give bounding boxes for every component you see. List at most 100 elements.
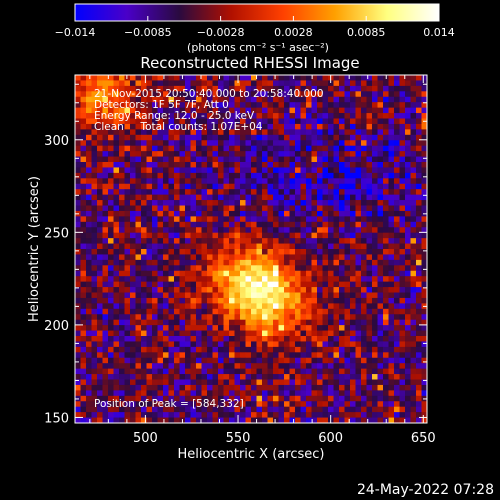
heatmap-cell (75, 259, 81, 266)
heatmap-cell (372, 118, 378, 125)
heatmap-cell (350, 341, 356, 348)
heatmap-cell (361, 118, 367, 125)
heatmap-cell (141, 254, 147, 261)
heatmap-cell (317, 281, 323, 288)
heatmap-cell (361, 401, 367, 408)
heatmap-cell (300, 395, 307, 402)
heatmap-cell (240, 123, 246, 130)
heatmap-cell (179, 336, 186, 342)
heatmap-cell (245, 325, 252, 331)
heatmap-cell (361, 123, 367, 130)
colorbar-tick-label: −0.0028 (197, 26, 245, 39)
heatmap-cell (201, 297, 208, 304)
heatmap-cell (388, 118, 395, 125)
heatmap-cell (201, 113, 208, 119)
x-tick-label: 600 (318, 431, 343, 446)
heatmap-cell (333, 281, 340, 288)
heatmap-cell (141, 357, 147, 364)
heatmap-cell (152, 238, 158, 244)
heatmap-cell (284, 183, 290, 190)
heatmap-cell (394, 341, 400, 348)
heatmap-cell (229, 145, 235, 152)
heatmap-cell (317, 292, 323, 299)
heatmap-cell (399, 379, 406, 386)
heatmap-cell (163, 341, 169, 348)
heatmap-cell (108, 379, 114, 386)
heatmap-cell (97, 417, 103, 423)
heatmap-cell (240, 107, 246, 114)
heatmap-cell (201, 107, 208, 114)
heatmap-cell (416, 390, 422, 397)
heatmap-cell (251, 363, 257, 369)
heatmap-cell (350, 390, 356, 397)
heatmap-cell (108, 85, 114, 92)
heatmap-cell (251, 341, 257, 348)
heatmap-cell (383, 352, 389, 359)
heatmap-cell (196, 232, 202, 239)
heatmap-cell (218, 363, 224, 369)
heatmap-cell (405, 379, 411, 386)
heatmap-cell (251, 406, 257, 413)
heatmap-cell (383, 113, 389, 119)
heatmap-cell (339, 156, 345, 163)
heatmap-cell (251, 172, 257, 179)
heatmap-cell (405, 368, 411, 375)
heatmap-cell (245, 210, 252, 217)
heatmap-cell (350, 194, 356, 201)
heatmap-cell (256, 200, 263, 206)
heatmap-cell (344, 319, 351, 326)
heatmap-cell (97, 172, 103, 179)
heatmap-cell (251, 292, 257, 299)
heatmap-cell (185, 374, 191, 380)
heatmap-cell (179, 346, 186, 353)
heatmap-cell (245, 123, 252, 130)
heatmap-cell (119, 297, 125, 304)
heatmap-cell (163, 412, 169, 418)
heatmap-cell (119, 412, 125, 418)
heatmap-cell (322, 384, 329, 391)
heatmap-cell (256, 319, 263, 326)
heatmap-cell (416, 276, 422, 282)
heatmap-cell (141, 346, 147, 353)
heatmap-cell (119, 265, 125, 272)
heatmap-cell (108, 303, 114, 310)
heatmap-cell (410, 417, 417, 423)
heatmap-cell (399, 374, 406, 380)
heatmap-cell (289, 80, 296, 87)
heatmap-cell (190, 85, 197, 92)
heatmap-cell (91, 254, 98, 261)
heatmap-cell (218, 172, 224, 179)
heatmap-cell (135, 292, 142, 299)
heatmap-cell (256, 352, 263, 359)
heatmap-cell (328, 238, 334, 244)
heatmap-cell (207, 91, 213, 98)
heatmap-cell (278, 75, 285, 81)
heatmap-cell (267, 363, 274, 369)
heatmap-cell (361, 80, 367, 87)
heatmap-cell (322, 412, 329, 418)
heatmap-cell (229, 96, 235, 103)
heatmap-cell (377, 287, 384, 293)
heatmap-cell (317, 336, 323, 342)
heatmap-cell (262, 259, 268, 266)
heatmap-cell (108, 254, 114, 261)
heatmap-cell (86, 346, 92, 353)
heatmap-cell (350, 91, 356, 98)
heatmap-cell (80, 270, 87, 277)
heatmap-cell (416, 249, 422, 255)
heatmap-cell (366, 210, 373, 217)
heatmap-cell (339, 319, 345, 326)
heatmap-cell (416, 227, 422, 234)
heatmap-cell (344, 346, 351, 353)
heatmap-cell (240, 265, 246, 272)
heatmap-cell (135, 412, 142, 418)
heatmap-cell (383, 123, 389, 130)
heatmap-cell (223, 395, 230, 402)
heatmap-cell (405, 178, 411, 185)
heatmap-cell (339, 145, 345, 152)
heatmap-cell (196, 352, 202, 359)
heatmap-cell (256, 75, 263, 81)
heatmap-cell (102, 221, 109, 228)
